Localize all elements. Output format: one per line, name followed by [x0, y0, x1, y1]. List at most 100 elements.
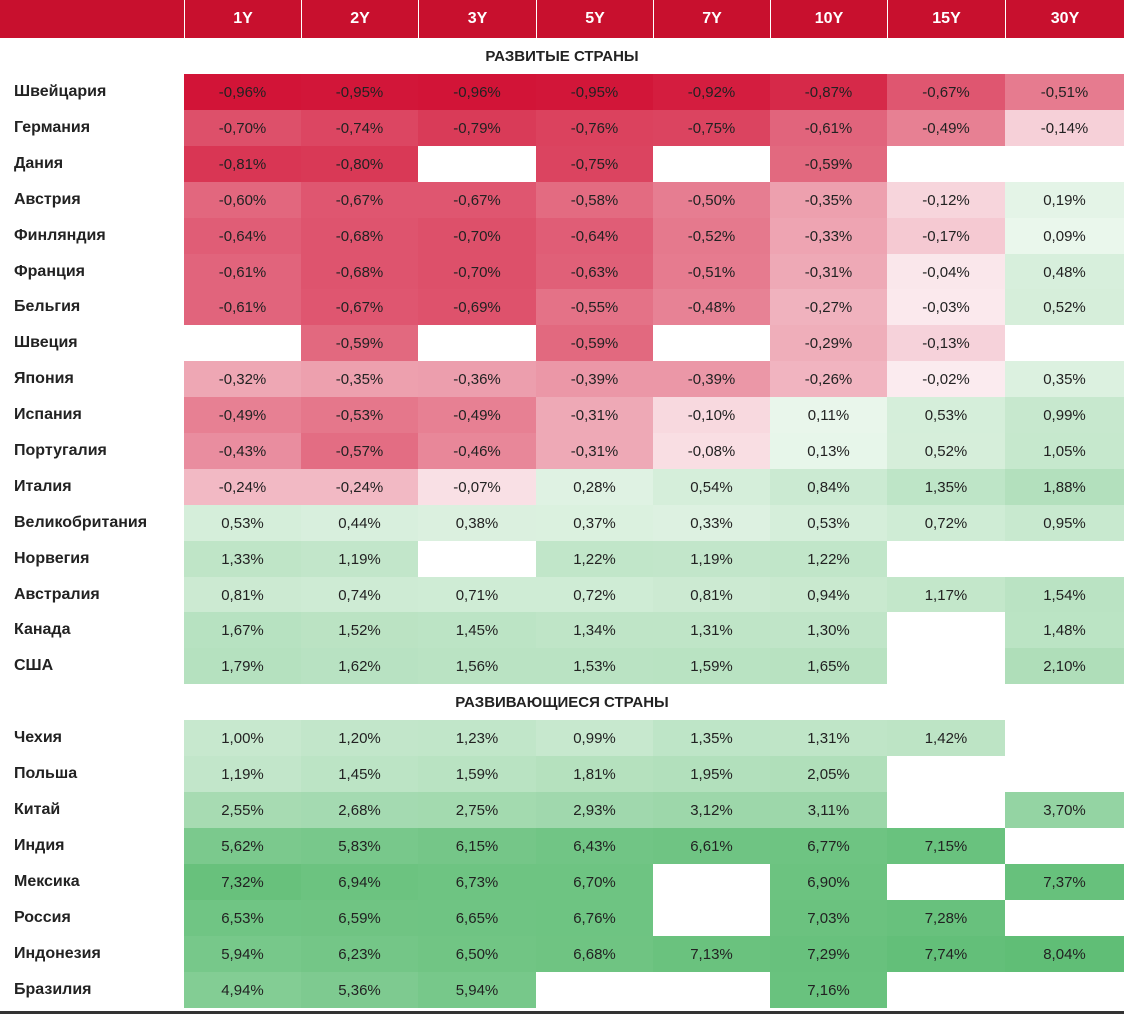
heatmap-cell: -0,33% — [770, 218, 887, 254]
heatmap-cell: 1,19% — [301, 541, 418, 577]
heatmap-cell: -0,61% — [184, 289, 301, 325]
heatmap-cell: 0,13% — [770, 433, 887, 469]
heatmap-cell: 1,45% — [301, 756, 418, 792]
country-label: Португалия — [14, 442, 107, 459]
country-label: Германия — [14, 119, 91, 136]
table-row: Бельгия -0,61% -0,67% -0,69% -0,55% -0,48% -0,… — [0, 289, 1124, 325]
heatmap-cell: -0,31% — [536, 433, 653, 469]
heatmap-cell: 7,32% — [184, 864, 301, 900]
heatmap-cell: -0,60% — [184, 182, 301, 218]
heatmap-cell: -0,12% — [887, 182, 1005, 218]
heatmap-cell: 0,19% — [1005, 182, 1124, 218]
heatmap-cell — [1005, 756, 1124, 792]
heatmap-cell: 1,81% — [536, 756, 653, 792]
heatmap-cell: 0,09% — [1005, 218, 1124, 254]
heatmap-cell — [653, 325, 770, 361]
heatmap-cell — [418, 146, 536, 182]
table-row: Япония -0,32% -0,35% -0,36% -0,39% -0,39% -0,2… — [0, 361, 1124, 397]
country-label: Россия — [14, 909, 71, 926]
country-label: Мексика — [14, 873, 80, 890]
heatmap-cell — [887, 756, 1005, 792]
table-row: Италия -0,24% -0,24% -0,07% 0,28% 0,54% 0,84% 1… — [0, 469, 1124, 505]
heatmap-cell: 0,53% — [770, 505, 887, 541]
heatmap-cell — [653, 146, 770, 182]
table-row: Германия -0,70% -0,74% -0,79% -0,76% -0,75% -0… — [0, 110, 1124, 146]
heatmap-cell: -0,49% — [184, 397, 301, 433]
heatmap-cell: -0,59% — [301, 325, 418, 361]
heatmap-cell: -0,32% — [184, 361, 301, 397]
heatmap-cell: -0,13% — [887, 325, 1005, 361]
heatmap-cell: -0,08% — [653, 433, 770, 469]
heatmap-cell: 3,11% — [770, 792, 887, 828]
heatmap-cell: 0,84% — [770, 469, 887, 505]
country-label: Дания — [14, 155, 64, 172]
heatmap-cell — [887, 612, 1005, 648]
heatmap-cell: 0,38% — [418, 505, 536, 541]
heatmap-cell: 0,11% — [770, 397, 887, 433]
heatmap-cell: 7,15% — [887, 828, 1005, 864]
heatmap-cell: 0,81% — [653, 577, 770, 613]
column-header-5y: 5Y — [536, 0, 653, 38]
heatmap-cell: 2,55% — [184, 792, 301, 828]
table-row: Швейцария -0,96% -0,95% -0,96% -0,95% -0,92% -… — [0, 74, 1124, 110]
heatmap-cell: 0,52% — [887, 433, 1005, 469]
heatmap-cell: 1,35% — [887, 469, 1005, 505]
heatmap-cell: 1,22% — [536, 541, 653, 577]
heatmap-cell: -0,70% — [184, 110, 301, 146]
heatmap-cell: 5,94% — [184, 936, 301, 972]
heatmap-cell: 0,72% — [887, 505, 1005, 541]
heatmap-cell: -0,03% — [887, 289, 1005, 325]
heatmap-cell: -0,51% — [1005, 74, 1124, 110]
heatmap-cell: 6,61% — [653, 828, 770, 864]
column-header-10y: 10Y — [770, 0, 887, 38]
heatmap-cell: 1,67% — [184, 612, 301, 648]
heatmap-cell: -0,29% — [770, 325, 887, 361]
heatmap-cell — [653, 864, 770, 900]
country-label: Швеция — [14, 334, 78, 351]
heatmap-cell: 1,05% — [1005, 433, 1124, 469]
heatmap-cell: 6,68% — [536, 936, 653, 972]
heatmap-cell: -0,14% — [1005, 110, 1124, 146]
heatmap-cell: -0,10% — [653, 397, 770, 433]
heatmap-cell — [1005, 720, 1124, 756]
column-header-1y: 1Y — [184, 0, 301, 38]
heatmap-cell: -0,55% — [536, 289, 653, 325]
heatmap-cell: 1,17% — [887, 577, 1005, 613]
heatmap-cell — [1005, 828, 1124, 864]
heatmap-cell: -0,95% — [536, 74, 653, 110]
heatmap-cell: 0,74% — [301, 577, 418, 613]
country-label: Австралия — [14, 586, 100, 603]
heatmap-cell: 0,54% — [653, 469, 770, 505]
heatmap-cell: 0,35% — [1005, 361, 1124, 397]
heatmap-cell: 6,94% — [301, 864, 418, 900]
heatmap-cell: 6,70% — [536, 864, 653, 900]
heatmap-cell — [887, 864, 1005, 900]
heatmap-cell: -0,49% — [418, 397, 536, 433]
table-row: Польша 1,19% 1,45% 1,59% 1,81% 1,95% 2,05% — [0, 756, 1124, 792]
heatmap-cell: -0,35% — [301, 361, 418, 397]
column-header-3y: 3Y — [418, 0, 536, 38]
heatmap-cell: -0,70% — [418, 254, 536, 290]
bottom-border — [0, 1011, 1124, 1014]
heatmap-cell: 1,45% — [418, 612, 536, 648]
country-label: Япония — [14, 370, 74, 387]
heatmap-cell: 6,76% — [536, 900, 653, 936]
heatmap-cell: 6,59% — [301, 900, 418, 936]
country-label: Италия — [14, 478, 72, 495]
table-row: Китай 2,55% 2,68% 2,75% 2,93% 3,12% 3,11% 3,70% — [0, 792, 1124, 828]
heatmap-cell: -0,49% — [887, 110, 1005, 146]
heatmap-cell: -0,35% — [770, 182, 887, 218]
heatmap-cell: -0,67% — [301, 289, 418, 325]
heatmap-cell: -0,31% — [770, 254, 887, 290]
heatmap-cell: -0,27% — [770, 289, 887, 325]
country-label: Норвегия — [14, 550, 90, 567]
heatmap-cell: 1,62% — [301, 648, 418, 684]
section-emerging: РАЗВИВАЮЩИЕСЯ СТРАНЫ — [0, 684, 1124, 721]
heatmap-cell: 6,15% — [418, 828, 536, 864]
heatmap-cell: 1,79% — [184, 648, 301, 684]
heatmap-cell: 1,33% — [184, 541, 301, 577]
heatmap-cell: -0,68% — [301, 218, 418, 254]
heatmap-cell: -0,53% — [301, 397, 418, 433]
heatmap-cell: 6,50% — [418, 936, 536, 972]
